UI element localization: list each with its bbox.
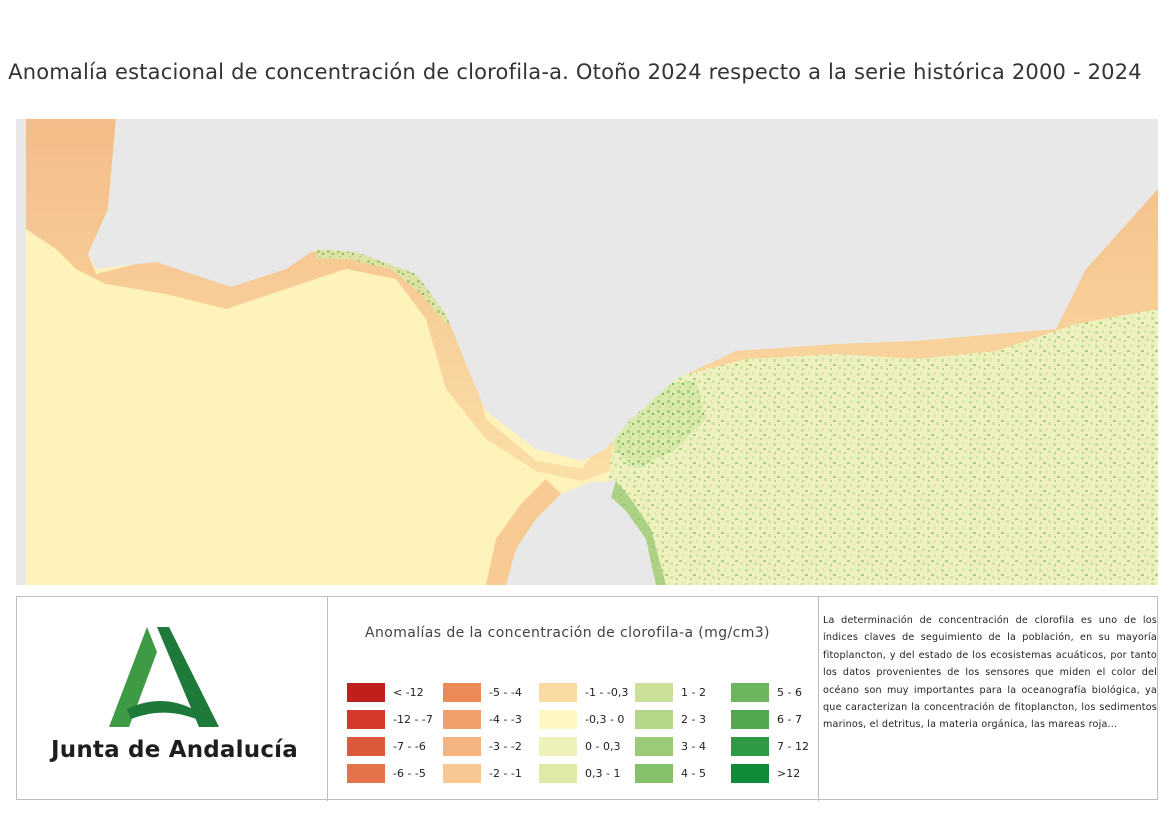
legend-item: 3 - 4 bbox=[635, 733, 706, 760]
logo-box: Junta de Andalucía bbox=[17, 597, 328, 801]
legend-swatch bbox=[443, 764, 481, 783]
legend-item: -2 - -1 bbox=[443, 760, 522, 787]
legend-label: 7 - 12 bbox=[777, 740, 809, 753]
legend-item: -5 - -4 bbox=[443, 679, 522, 706]
legend-item: 6 - 7 bbox=[731, 706, 809, 733]
legend-swatch bbox=[347, 683, 385, 702]
legend-swatch bbox=[635, 737, 673, 756]
legend-column: -5 - -4 -4 - -3 -3 - -2 -2 - -1 bbox=[443, 679, 522, 787]
map-canvas bbox=[16, 119, 1158, 585]
legend-label: -6 - -5 bbox=[393, 767, 426, 780]
legend-column: 1 - 2 2 - 3 3 - 4 4 - 5 bbox=[635, 679, 706, 787]
legend-label: -12 - -7 bbox=[393, 713, 433, 726]
left-nodata-strip bbox=[16, 119, 26, 585]
legend-item: 0,3 - 1 bbox=[539, 760, 628, 787]
legend-swatch bbox=[635, 710, 673, 729]
legend-label: >12 bbox=[777, 767, 801, 780]
legend-swatch bbox=[347, 764, 385, 783]
legend-label: 1 - 2 bbox=[681, 686, 706, 699]
africa-land bbox=[506, 481, 656, 585]
legend-swatch bbox=[443, 737, 481, 756]
legend-item: -0,3 - 0 bbox=[539, 706, 628, 733]
junta-andalucia-logo-icon bbox=[109, 627, 219, 727]
legend-item: 0 - 0,3 bbox=[539, 733, 628, 760]
legend-swatch bbox=[731, 764, 769, 783]
legend-swatch bbox=[539, 737, 577, 756]
legend-label: -4 - -3 bbox=[489, 713, 522, 726]
legend-swatch bbox=[635, 683, 673, 702]
chlorophyll-anomaly-map bbox=[16, 119, 1158, 585]
logo-text: Junta de Andalucía bbox=[51, 737, 298, 763]
legend-swatch bbox=[539, 764, 577, 783]
legend-label: 3 - 4 bbox=[681, 740, 706, 753]
legend-label: -1 - -0,3 bbox=[585, 686, 629, 699]
legend-swatch bbox=[731, 683, 769, 702]
legend-item: 7 - 12 bbox=[731, 733, 809, 760]
africa-atlantic-fringe bbox=[486, 479, 561, 585]
legend-item: < -12 bbox=[347, 679, 433, 706]
legend-label: -0,3 - 0 bbox=[585, 713, 625, 726]
africa-med-fringe bbox=[611, 481, 666, 585]
description-text: La determinación de concentración de clo… bbox=[823, 615, 1157, 731]
legend-label: 4 - 5 bbox=[681, 767, 706, 780]
legend-item: 4 - 5 bbox=[635, 760, 706, 787]
iberia-land bbox=[88, 119, 1158, 461]
legend-label: 2 - 3 bbox=[681, 713, 706, 726]
legend-swatch bbox=[347, 737, 385, 756]
legend-item: 5 - 6 bbox=[731, 679, 809, 706]
map-title: Anomalía estacional de concentración de … bbox=[8, 60, 1142, 84]
legend-swatch bbox=[347, 710, 385, 729]
legend-label: 0,3 - 1 bbox=[585, 767, 621, 780]
map-legend: Anomalías de la concentración de clorofi… bbox=[329, 597, 819, 801]
legend-label: -5 - -4 bbox=[489, 686, 522, 699]
legend-item: -7 - -6 bbox=[347, 733, 433, 760]
legend-item: 2 - 3 bbox=[635, 706, 706, 733]
legend-item: -1 - -0,3 bbox=[539, 679, 628, 706]
legend-swatch bbox=[443, 683, 481, 702]
legend-label: -2 - -1 bbox=[489, 767, 522, 780]
legend-column: -1 - -0,3 -0,3 - 0 0 - 0,3 0,3 - 1 bbox=[539, 679, 628, 787]
legend-item: 1 - 2 bbox=[635, 679, 706, 706]
legend-swatch bbox=[539, 683, 577, 702]
legend-label: 6 - 7 bbox=[777, 713, 802, 726]
legend-swatch bbox=[731, 737, 769, 756]
legend-label: 5 - 6 bbox=[777, 686, 802, 699]
legend-item: -3 - -2 bbox=[443, 733, 522, 760]
legend-label: 0 - 0,3 bbox=[585, 740, 621, 753]
legend-label: -3 - -2 bbox=[489, 740, 522, 753]
legend-label: < -12 bbox=[393, 686, 424, 699]
info-panel: Junta de Andalucía Anomalías de la conce… bbox=[16, 596, 1158, 801]
legend-swatch bbox=[539, 710, 577, 729]
legend-label: -7 - -6 bbox=[393, 740, 426, 753]
legend-column: 5 - 6 6 - 7 7 - 12 >12 bbox=[731, 679, 809, 787]
legend-swatch bbox=[635, 764, 673, 783]
legend-item: -12 - -7 bbox=[347, 706, 433, 733]
legend-item: -6 - -5 bbox=[347, 760, 433, 787]
legend-column: < -12 -12 - -7 -7 - -6 -6 - -5 bbox=[347, 679, 433, 787]
mediterranean-positive-zone bbox=[606, 309, 1158, 585]
legend-swatch bbox=[731, 710, 769, 729]
legend-item: >12 bbox=[731, 760, 809, 787]
legend-title: Anomalías de la concentración de clorofi… bbox=[365, 625, 770, 641]
legend-swatch bbox=[443, 710, 481, 729]
legend-item: -4 - -3 bbox=[443, 706, 522, 733]
